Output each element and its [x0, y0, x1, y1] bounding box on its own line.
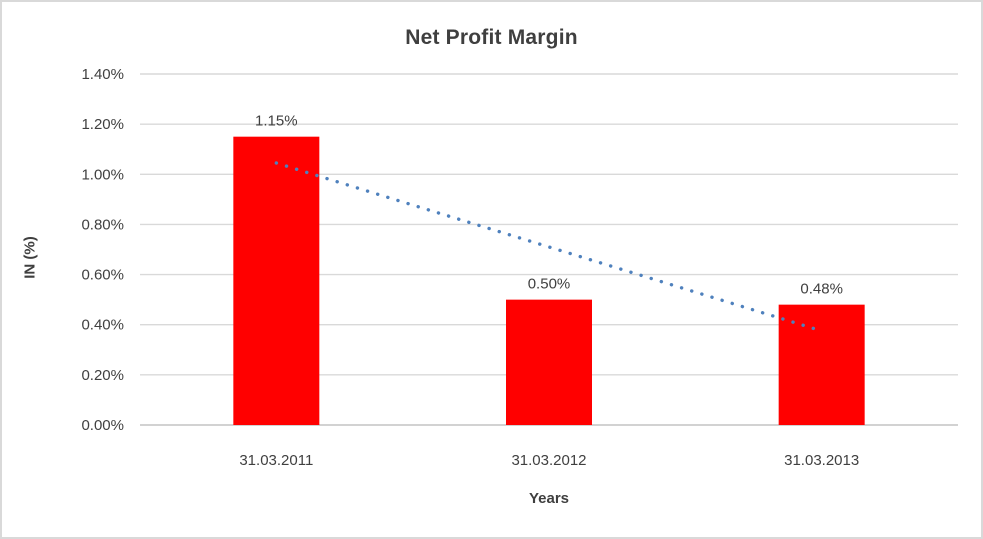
chart-title: Net Profit Margin — [405, 26, 578, 49]
y-tick-label: 1.20% — [81, 116, 124, 133]
y-tick-label: 1.00% — [81, 166, 124, 183]
y-tick-label: 0.20% — [81, 367, 124, 384]
bar — [778, 304, 865, 425]
trendline — [274, 161, 824, 333]
y-axis-title: IN (%) — [21, 236, 39, 279]
data-label: 1.15% — [255, 113, 298, 130]
y-tick-label: 0.40% — [81, 317, 124, 334]
x-tick-label: 31.03.2011 — [239, 452, 313, 469]
y-tick-label: 0.60% — [81, 267, 124, 284]
x-tick-label: 31.03.2013 — [784, 452, 859, 469]
x-axis-title: Years — [528, 490, 570, 507]
bar — [233, 136, 320, 425]
data-label: 0.48% — [800, 281, 843, 298]
y-tick-label: 0.00% — [81, 417, 124, 434]
bar — [506, 299, 592, 425]
y-tick-label: 0.80% — [81, 216, 124, 233]
data-label: 0.50% — [528, 276, 571, 293]
x-tick-label: 31.03.2012 — [511, 452, 586, 469]
y-tick-label: 1.40% — [81, 66, 124, 83]
